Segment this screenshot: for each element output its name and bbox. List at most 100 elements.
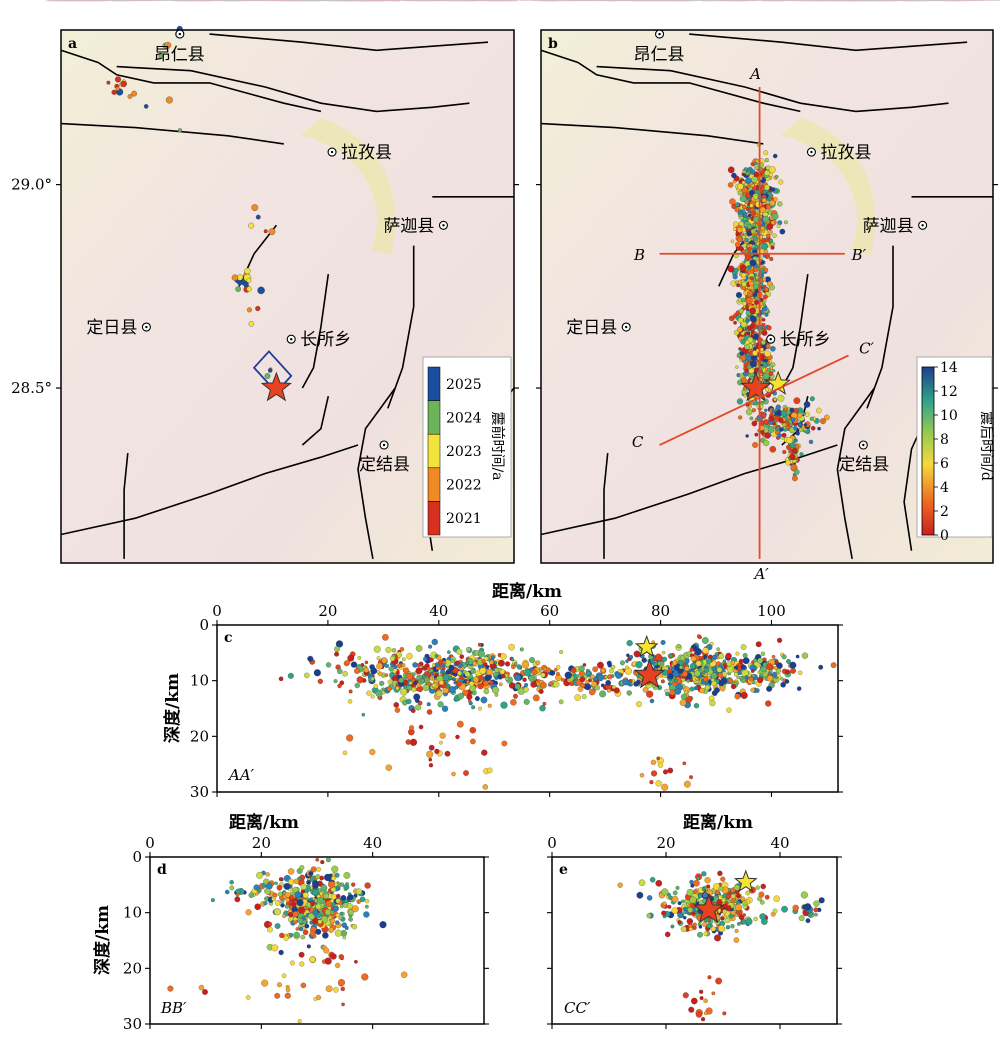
epicenter — [775, 430, 780, 435]
hypocenter — [740, 691, 748, 699]
hypocenter — [315, 858, 319, 862]
hypocenter — [813, 907, 819, 913]
hypocenter — [662, 901, 667, 906]
epicenter — [735, 365, 739, 369]
epicenter — [745, 171, 750, 176]
epicenter — [730, 239, 735, 244]
hypocenter — [315, 874, 321, 880]
hypocenter — [683, 780, 691, 788]
hypocenter — [361, 712, 366, 717]
epicenter — [747, 247, 752, 252]
hypocenter — [574, 694, 581, 701]
epicenter — [770, 245, 775, 250]
y-tick-label: 30 — [123, 1015, 142, 1033]
hypocenter — [580, 682, 586, 688]
hypocenter — [655, 879, 663, 887]
hypocenter — [334, 872, 340, 878]
hypocenter — [501, 673, 506, 679]
hypocenter — [605, 679, 611, 686]
hypocenter — [575, 674, 580, 678]
hypocenter — [662, 656, 668, 662]
hypocenter — [395, 671, 400, 676]
epicenter — [752, 216, 759, 223]
hypocenter — [661, 910, 667, 916]
town-marker-dot — [330, 150, 334, 154]
hypocenter — [454, 660, 460, 666]
hypocenter — [611, 685, 616, 690]
hypocenter — [448, 664, 455, 671]
panel-a: a — [45, 0, 530, 564]
x-tick-label: 20 — [656, 834, 675, 852]
hypocenter — [610, 664, 616, 670]
section-c-name: AA′ — [227, 766, 255, 784]
epicenter — [752, 442, 759, 448]
epicenter — [761, 317, 766, 322]
hypocenter — [504, 676, 510, 681]
epicenter — [246, 307, 252, 313]
epicenter — [764, 158, 769, 163]
hypocenter — [660, 679, 665, 684]
epicenter — [752, 235, 758, 241]
hypocenter — [274, 881, 278, 886]
hypocenter — [312, 909, 319, 916]
hypocenter — [235, 888, 241, 895]
fault-line — [596, 65, 949, 113]
hypocenter — [726, 707, 732, 713]
hypocenter — [469, 681, 475, 687]
epicenter — [795, 431, 800, 436]
hypocenter — [750, 687, 756, 693]
hypocenter — [281, 973, 287, 979]
epicenter — [739, 246, 744, 251]
hypocenter — [664, 931, 671, 938]
hypocenter — [559, 649, 564, 654]
hypocenter — [610, 674, 615, 678]
hypocenter — [725, 652, 732, 660]
lon-tick-label: 87.0° — [558, 0, 599, 4]
hypocenter — [774, 660, 779, 665]
hypocenter — [781, 905, 788, 913]
epicenter — [737, 190, 743, 196]
hypocenter — [701, 887, 706, 892]
hypocenter — [718, 924, 726, 932]
hypocenter — [606, 660, 612, 666]
hypocenter — [447, 650, 451, 654]
hypocenter — [633, 650, 641, 658]
hypocenter — [426, 750, 434, 758]
epicenter — [762, 372, 770, 380]
epicenter — [740, 338, 746, 345]
hypocenter — [694, 648, 702, 656]
hypocenter — [742, 653, 748, 658]
epicenter — [749, 416, 754, 421]
hypocenter — [322, 932, 329, 939]
y-tick-label: 10 — [190, 672, 209, 690]
epicenter — [734, 202, 740, 207]
hypocenter — [375, 689, 383, 698]
hypocenter — [261, 883, 266, 888]
hypocenter — [313, 997, 318, 1001]
x-tick-label: 80 — [651, 602, 670, 620]
hypocenter — [730, 924, 735, 929]
hypocenter — [385, 646, 392, 653]
town-marker-dot — [862, 443, 865, 447]
epicenter — [779, 228, 786, 235]
mainshock-star — [740, 371, 772, 402]
hypocenter — [334, 651, 340, 657]
hypocenter — [684, 666, 690, 672]
hypocenter — [403, 684, 407, 689]
hypocenter — [420, 678, 425, 683]
hypocenter — [719, 685, 726, 692]
place-name: 拉孜县 — [341, 143, 392, 163]
epicenter — [745, 434, 749, 438]
hypocenter — [513, 662, 518, 666]
hypocenter — [323, 893, 329, 899]
hypocenter — [695, 660, 702, 667]
epicenter — [745, 254, 752, 261]
hypocenter — [766, 685, 773, 692]
y-tick-label: 20 — [190, 727, 209, 745]
epicenter — [790, 463, 798, 471]
hypocenter — [334, 646, 340, 653]
hypocenter — [339, 911, 344, 916]
epicenter — [120, 80, 127, 88]
epicenter — [765, 424, 770, 429]
colorbar-swatch — [427, 467, 441, 502]
